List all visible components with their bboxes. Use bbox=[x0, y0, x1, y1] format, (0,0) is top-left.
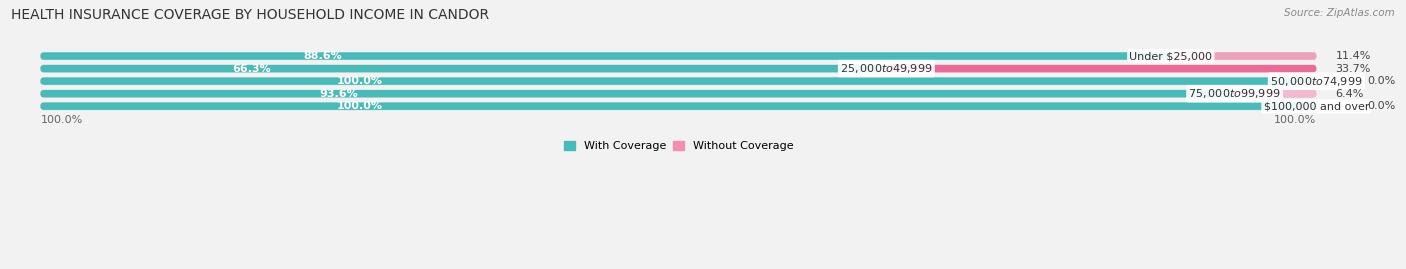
FancyBboxPatch shape bbox=[41, 77, 1316, 85]
Text: $100,000 and over: $100,000 and over bbox=[1264, 101, 1369, 111]
Text: 33.7%: 33.7% bbox=[1336, 63, 1371, 74]
FancyBboxPatch shape bbox=[41, 77, 1316, 85]
FancyBboxPatch shape bbox=[41, 52, 1171, 60]
FancyBboxPatch shape bbox=[41, 52, 1316, 60]
Text: $50,000 to $74,999: $50,000 to $74,999 bbox=[1270, 75, 1362, 88]
Text: 88.6%: 88.6% bbox=[304, 51, 343, 61]
Legend: With Coverage, Without Coverage: With Coverage, Without Coverage bbox=[564, 141, 793, 151]
Text: 100.0%: 100.0% bbox=[336, 76, 382, 86]
FancyBboxPatch shape bbox=[41, 102, 1316, 110]
Text: 11.4%: 11.4% bbox=[1336, 51, 1371, 61]
FancyBboxPatch shape bbox=[41, 90, 1234, 97]
Text: 6.4%: 6.4% bbox=[1336, 89, 1364, 99]
Text: HEALTH INSURANCE COVERAGE BY HOUSEHOLD INCOME IN CANDOR: HEALTH INSURANCE COVERAGE BY HOUSEHOLD I… bbox=[11, 8, 489, 22]
Text: $75,000 to $99,999: $75,000 to $99,999 bbox=[1188, 87, 1281, 100]
FancyBboxPatch shape bbox=[1234, 90, 1316, 97]
Text: 66.3%: 66.3% bbox=[232, 63, 271, 74]
FancyBboxPatch shape bbox=[886, 65, 1316, 72]
Text: $25,000 to $49,999: $25,000 to $49,999 bbox=[841, 62, 932, 75]
Text: 0.0%: 0.0% bbox=[1367, 101, 1396, 111]
Text: Source: ZipAtlas.com: Source: ZipAtlas.com bbox=[1284, 8, 1395, 18]
Text: 100.0%: 100.0% bbox=[1274, 115, 1316, 125]
Text: 93.6%: 93.6% bbox=[319, 89, 359, 99]
FancyBboxPatch shape bbox=[41, 90, 1316, 97]
Text: 100.0%: 100.0% bbox=[336, 101, 382, 111]
FancyBboxPatch shape bbox=[41, 102, 1316, 110]
Text: 100.0%: 100.0% bbox=[41, 115, 83, 125]
Text: 0.0%: 0.0% bbox=[1367, 76, 1396, 86]
FancyBboxPatch shape bbox=[41, 65, 1316, 72]
FancyBboxPatch shape bbox=[1171, 52, 1316, 60]
FancyBboxPatch shape bbox=[41, 65, 886, 72]
Text: Under $25,000: Under $25,000 bbox=[1129, 51, 1212, 61]
